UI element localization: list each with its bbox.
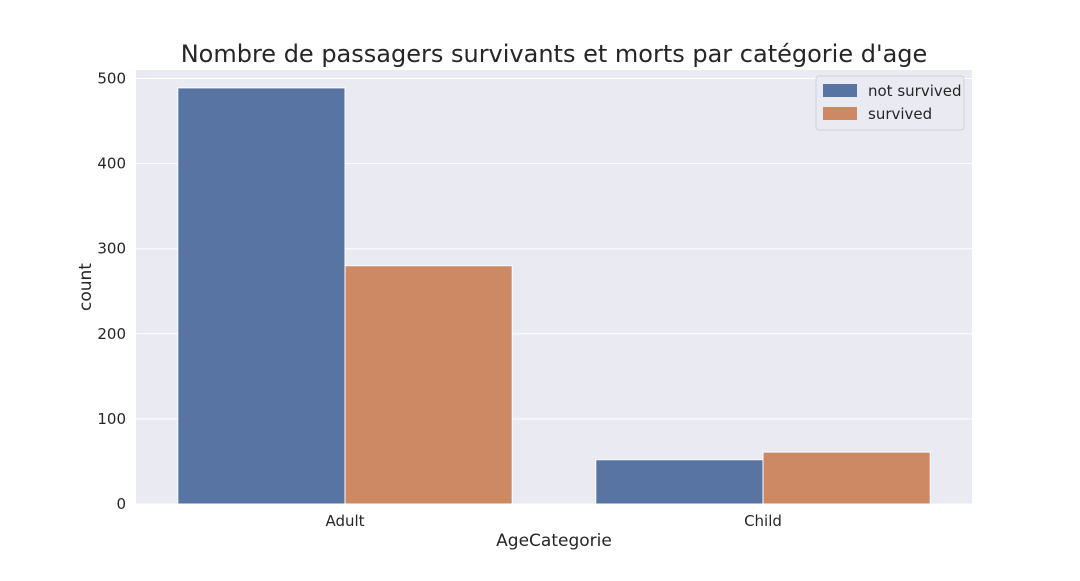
- bar-adult-not-survived: [177, 87, 346, 505]
- bar-child-not-survived: [595, 459, 764, 505]
- legend: not survived survived: [815, 75, 965, 131]
- chart-title: Nombre de passagers survivants et morts …: [181, 40, 928, 68]
- y-axis-ticks: 0 100 200 300 400 500: [97, 70, 126, 513]
- legend-label-survived: survived: [868, 105, 932, 123]
- y-tick-label-400: 400: [97, 155, 126, 173]
- bars: [177, 87, 931, 505]
- bar-child-survived: [762, 451, 931, 505]
- legend-swatch-not-survived: [823, 84, 857, 97]
- y-tick-label-100: 100: [97, 410, 126, 428]
- x-tick-label-child: Child: [744, 512, 782, 530]
- x-axis-ticks: Adult Child: [325, 512, 781, 530]
- y-tick-label-500: 500: [97, 70, 126, 88]
- x-tick-label-adult: Adult: [325, 512, 364, 530]
- x-axis-label: AgeCategorie: [496, 531, 612, 551]
- y-tick-label-0: 0: [116, 495, 126, 513]
- legend-label-not-survived: not survived: [868, 82, 962, 100]
- y-tick-label-200: 200: [97, 325, 126, 343]
- y-tick-label-300: 300: [97, 240, 126, 258]
- bar-adult-survived: [344, 265, 513, 505]
- y-axis-label: count: [76, 263, 96, 311]
- legend-swatch-survived: [823, 107, 857, 120]
